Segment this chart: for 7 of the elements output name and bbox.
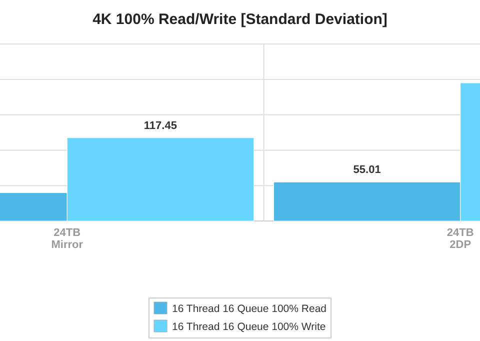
legend-label: 16 Thread 16 Queue 100% Read: [172, 303, 327, 315]
x-tick-label: 24TB 2DP: [446, 227, 474, 251]
data-label: 117.45: [144, 120, 177, 132]
x-tick-label: 24TB Mirror: [51, 227, 84, 251]
chart-title: 4K 100% Read/Write [Standard Deviation]: [92, 11, 388, 28]
legend-label: 16 Thread 16 Queue 100% Write: [172, 321, 326, 333]
data-label: 55.01: [353, 164, 381, 176]
